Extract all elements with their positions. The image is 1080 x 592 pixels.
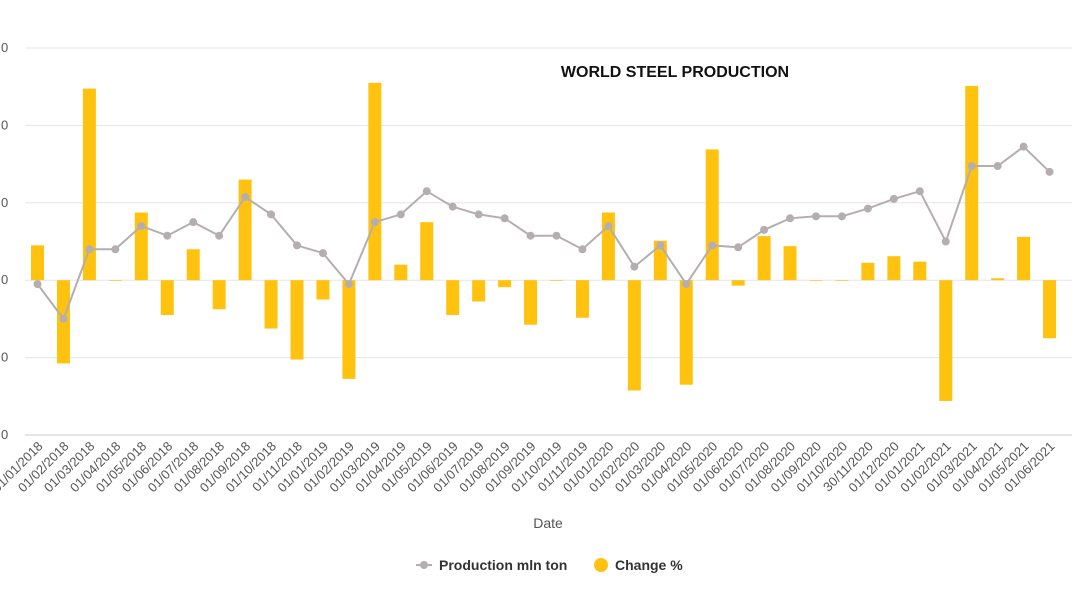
y-axis-tick-labels: 0 0 0 0 0 0 bbox=[1, 40, 8, 442]
legend-circle-marker bbox=[594, 558, 608, 572]
line-point[interactable] bbox=[915, 187, 924, 196]
bar[interactable] bbox=[965, 85, 979, 281]
bar[interactable] bbox=[991, 278, 1005, 281]
bar[interactable] bbox=[160, 280, 174, 316]
line-point[interactable] bbox=[344, 280, 353, 289]
y-tick-label: 0 bbox=[1, 195, 8, 210]
line-point[interactable] bbox=[293, 241, 301, 250]
line-point[interactable] bbox=[941, 237, 950, 246]
bar[interactable] bbox=[524, 280, 538, 325]
bar[interactable] bbox=[446, 280, 460, 316]
line-point[interactable] bbox=[500, 214, 509, 223]
bar[interactable] bbox=[939, 280, 953, 401]
line-point[interactable] bbox=[837, 212, 846, 221]
production-line-series bbox=[33, 142, 1054, 323]
legend-item-change[interactable]: Change % bbox=[594, 557, 683, 573]
line-point[interactable] bbox=[967, 162, 976, 171]
line-point[interactable] bbox=[111, 245, 120, 254]
line-point[interactable] bbox=[656, 241, 665, 250]
bar[interactable] bbox=[575, 280, 589, 318]
line-point[interactable] bbox=[734, 243, 743, 252]
line-point[interactable] bbox=[1019, 142, 1028, 151]
bar[interactable] bbox=[108, 280, 122, 281]
bar[interactable] bbox=[394, 264, 408, 281]
line-point[interactable] bbox=[552, 231, 561, 240]
line-point[interactable] bbox=[448, 202, 457, 211]
bar[interactable] bbox=[31, 245, 44, 281]
y-tick-label: 0 bbox=[1, 272, 8, 287]
bar[interactable] bbox=[290, 280, 304, 360]
line-point[interactable] bbox=[189, 218, 198, 227]
legend-label-production: Production mln ton bbox=[439, 557, 567, 573]
y-tick-label: 0 bbox=[1, 350, 8, 365]
bar[interactable] bbox=[835, 280, 849, 281]
line-point[interactable] bbox=[318, 249, 327, 258]
line-point[interactable] bbox=[993, 162, 1002, 171]
bar[interactable] bbox=[82, 88, 96, 281]
legend-item-production[interactable]: Production mln ton bbox=[416, 557, 567, 573]
line-point[interactable] bbox=[59, 314, 68, 323]
bar[interactable] bbox=[679, 280, 693, 385]
line-point[interactable] bbox=[812, 212, 820, 221]
bar[interactable] bbox=[887, 256, 901, 281]
line-point[interactable] bbox=[578, 245, 587, 254]
line-point[interactable] bbox=[786, 214, 795, 223]
line-point[interactable] bbox=[863, 204, 872, 213]
line-point[interactable] bbox=[396, 210, 405, 219]
bar[interactable] bbox=[472, 280, 486, 302]
line-point[interactable] bbox=[85, 245, 94, 254]
legend-label-change: Change % bbox=[615, 557, 683, 573]
legend[interactable]: Production mln ton Change % bbox=[416, 557, 683, 573]
gridlines bbox=[25, 47, 1072, 436]
bar[interactable] bbox=[212, 280, 226, 310]
bar[interactable] bbox=[913, 261, 927, 281]
bar[interactable] bbox=[731, 280, 745, 286]
bar[interactable] bbox=[238, 179, 252, 281]
legend-dot-marker bbox=[420, 561, 428, 569]
bar[interactable] bbox=[757, 236, 771, 281]
line-point[interactable] bbox=[889, 194, 898, 203]
line-point[interactable] bbox=[682, 280, 691, 289]
line-point[interactable] bbox=[215, 231, 224, 240]
bar[interactable] bbox=[809, 280, 823, 281]
line-point[interactable] bbox=[370, 218, 379, 227]
bar[interactable] bbox=[783, 246, 797, 281]
bar[interactable] bbox=[368, 82, 382, 281]
bar[interactable] bbox=[342, 280, 356, 379]
bar[interactable] bbox=[420, 222, 434, 281]
change-percent-bars bbox=[31, 82, 1057, 401]
bar[interactable] bbox=[861, 262, 875, 281]
line-point[interactable] bbox=[474, 210, 483, 219]
line-point[interactable] bbox=[1045, 167, 1054, 176]
bar[interactable] bbox=[264, 280, 278, 329]
line-point[interactable] bbox=[526, 231, 535, 240]
bar[interactable] bbox=[1017, 236, 1031, 281]
y-tick-label: 0 bbox=[1, 40, 8, 55]
bar[interactable] bbox=[627, 280, 641, 391]
production-line bbox=[36, 145, 1051, 321]
y-tick-label: 0 bbox=[1, 117, 8, 132]
bar[interactable] bbox=[705, 149, 719, 281]
x-axis-title: Date bbox=[533, 515, 563, 531]
bar[interactable] bbox=[1043, 280, 1057, 339]
bar[interactable] bbox=[498, 280, 512, 288]
x-axis-tick-labels: 01/01/201801/02/201801/03/201801/04/2018… bbox=[0, 439, 1058, 496]
line-point[interactable] bbox=[33, 280, 42, 289]
line-point[interactable] bbox=[163, 231, 172, 240]
line-point[interactable] bbox=[708, 241, 717, 250]
line-point[interactable] bbox=[267, 210, 276, 219]
line-point[interactable] bbox=[241, 192, 250, 201]
line-point[interactable] bbox=[422, 187, 431, 196]
line-point[interactable] bbox=[630, 262, 639, 271]
bar[interactable] bbox=[316, 280, 330, 300]
y-tick-label: 0 bbox=[1, 427, 8, 442]
line-point[interactable] bbox=[760, 225, 769, 234]
chart-title: WORLD STEEL PRODUCTION bbox=[561, 64, 789, 81]
line-point[interactable] bbox=[604, 222, 613, 231]
line-point[interactable] bbox=[137, 222, 146, 231]
bar[interactable] bbox=[550, 280, 563, 281]
bar[interactable] bbox=[186, 249, 200, 281]
